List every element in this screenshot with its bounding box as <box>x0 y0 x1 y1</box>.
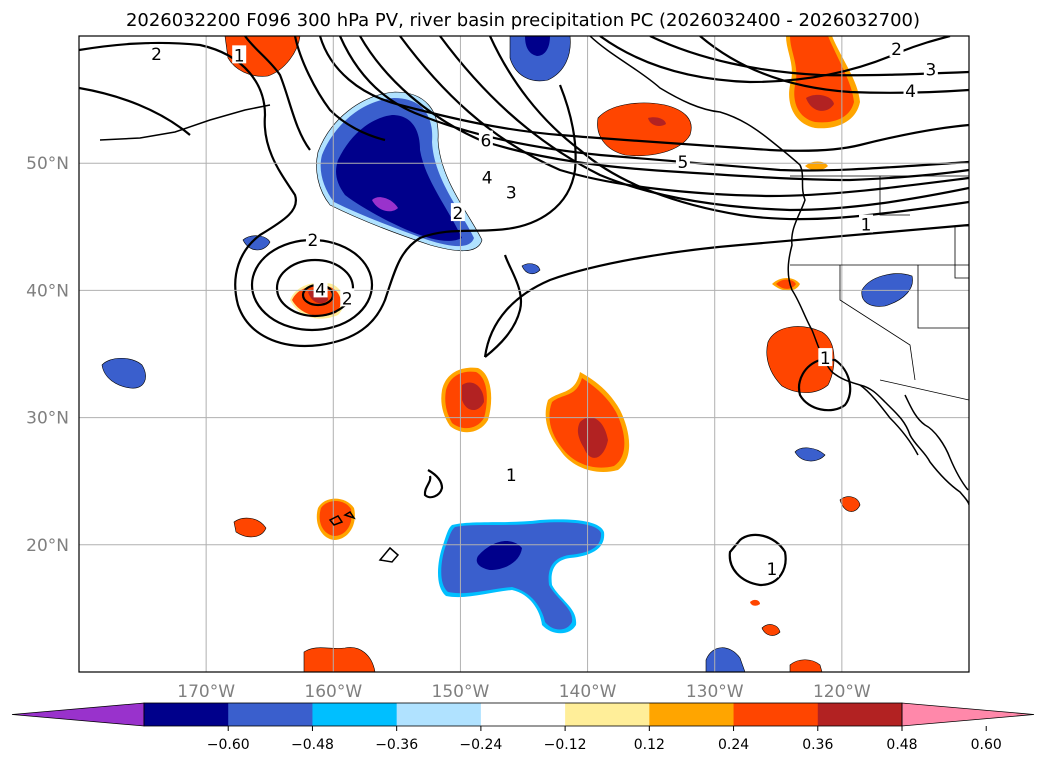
colorbar-swatch <box>565 703 650 726</box>
colorbar-swatch <box>144 703 229 726</box>
contour-label-bg <box>675 152 690 171</box>
contour-label: 3 <box>925 60 936 80</box>
latitude-labels: 20°N 30°N 40°N 50°N <box>26 154 69 556</box>
colorbar-swatch <box>817 703 903 726</box>
contour-label-bg <box>903 80 918 99</box>
contour-label-bg <box>504 182 519 201</box>
contour-label: 6 <box>480 132 491 152</box>
contour-label: 4 <box>482 168 493 188</box>
contour-label-bg <box>232 45 247 64</box>
colorbar: −0.60 −0.48 −0.36 −0.24 −0.12 0.12 0.24 0.36 0.4… <box>11 702 1035 753</box>
contour-label-bg <box>923 59 938 78</box>
contour-label-bg <box>504 465 519 484</box>
lat-tick-label: 40°N <box>26 281 69 301</box>
contour-label: 5 <box>678 153 689 173</box>
colorbar-swatch <box>396 703 482 726</box>
colorbar-swatch <box>312 703 398 726</box>
contour-label: 1 <box>861 216 872 236</box>
contour-label-bg <box>305 229 320 248</box>
contour-label-bg <box>313 279 328 298</box>
lat-tick-label: 20°N <box>26 536 69 556</box>
contour-label: 2 <box>308 231 319 251</box>
lon-tick-label: 150°W <box>432 682 490 702</box>
lon-tick-label: 140°W <box>559 682 617 702</box>
contour-label: 1 <box>767 560 778 580</box>
contour-label: 3 <box>506 184 517 204</box>
political-borders <box>790 175 969 401</box>
colorbar-tick-label: 0.12 <box>634 737 665 753</box>
contour-label: 1 <box>820 349 831 369</box>
colorbar-tick-label: −0.24 <box>459 737 502 753</box>
contour-label: 4 <box>905 82 916 102</box>
lon-tick-label: 120°W <box>813 682 871 702</box>
colorbar-tick-label: −0.12 <box>544 737 587 753</box>
contour-label: 4 <box>315 280 326 300</box>
longitude-labels: 170°W 160°W 150°W 140°W 130°W 120°W <box>177 682 871 702</box>
graticule <box>79 36 969 672</box>
contour-label-bg <box>764 559 779 578</box>
colorbar-swatch <box>649 703 735 726</box>
colorbar-tick-label: −0.36 <box>375 737 418 753</box>
contour-label: 2 <box>151 45 162 65</box>
colorbar-swatch <box>480 703 566 726</box>
contour-label: 1 <box>506 466 517 486</box>
contour-label: 2 <box>342 289 353 309</box>
colorbar-swatch <box>733 703 819 726</box>
lon-tick-label: 130°W <box>686 682 744 702</box>
colorbar-swatch <box>228 703 313 726</box>
colorbar-extend-low <box>11 702 145 727</box>
lon-tick-label: 160°W <box>304 682 362 702</box>
colorbar-tick-label: 0.48 <box>886 737 917 753</box>
coastlines <box>99 36 969 563</box>
colorbar-extend-high <box>901 702 1035 727</box>
contour-label-bg <box>889 38 904 57</box>
contour-label-bg <box>149 44 164 63</box>
contour-label-bg <box>340 288 355 307</box>
contour-label: 2 <box>891 40 902 60</box>
contour-label-bg <box>480 167 495 186</box>
pv-contours <box>79 36 969 587</box>
colorbar-tick-label: −0.60 <box>207 737 250 753</box>
colorbar-tick-label: 0.36 <box>802 737 833 753</box>
contour-label-bg <box>859 214 874 233</box>
colorbar-tick-label: 0.24 <box>718 737 749 753</box>
figure-title: 2026032200 F096 300 hPa PV, river basin … <box>126 10 920 31</box>
contour-label: 2 <box>452 204 463 224</box>
colorbar-tick-label: −0.48 <box>291 737 334 753</box>
contour-label-bg <box>450 203 465 222</box>
lat-tick-label: 30°N <box>26 409 69 429</box>
colorbar-tick-label: 0.60 <box>971 737 1002 753</box>
colorbar-frame <box>143 702 903 727</box>
contour-label-bg <box>818 348 833 367</box>
contour-label: 1 <box>234 46 245 66</box>
lat-tick-label: 50°N <box>26 154 69 174</box>
lon-tick-label: 170°W <box>177 682 235 702</box>
map-frame <box>78 35 970 673</box>
contour-label-bg <box>478 130 493 149</box>
